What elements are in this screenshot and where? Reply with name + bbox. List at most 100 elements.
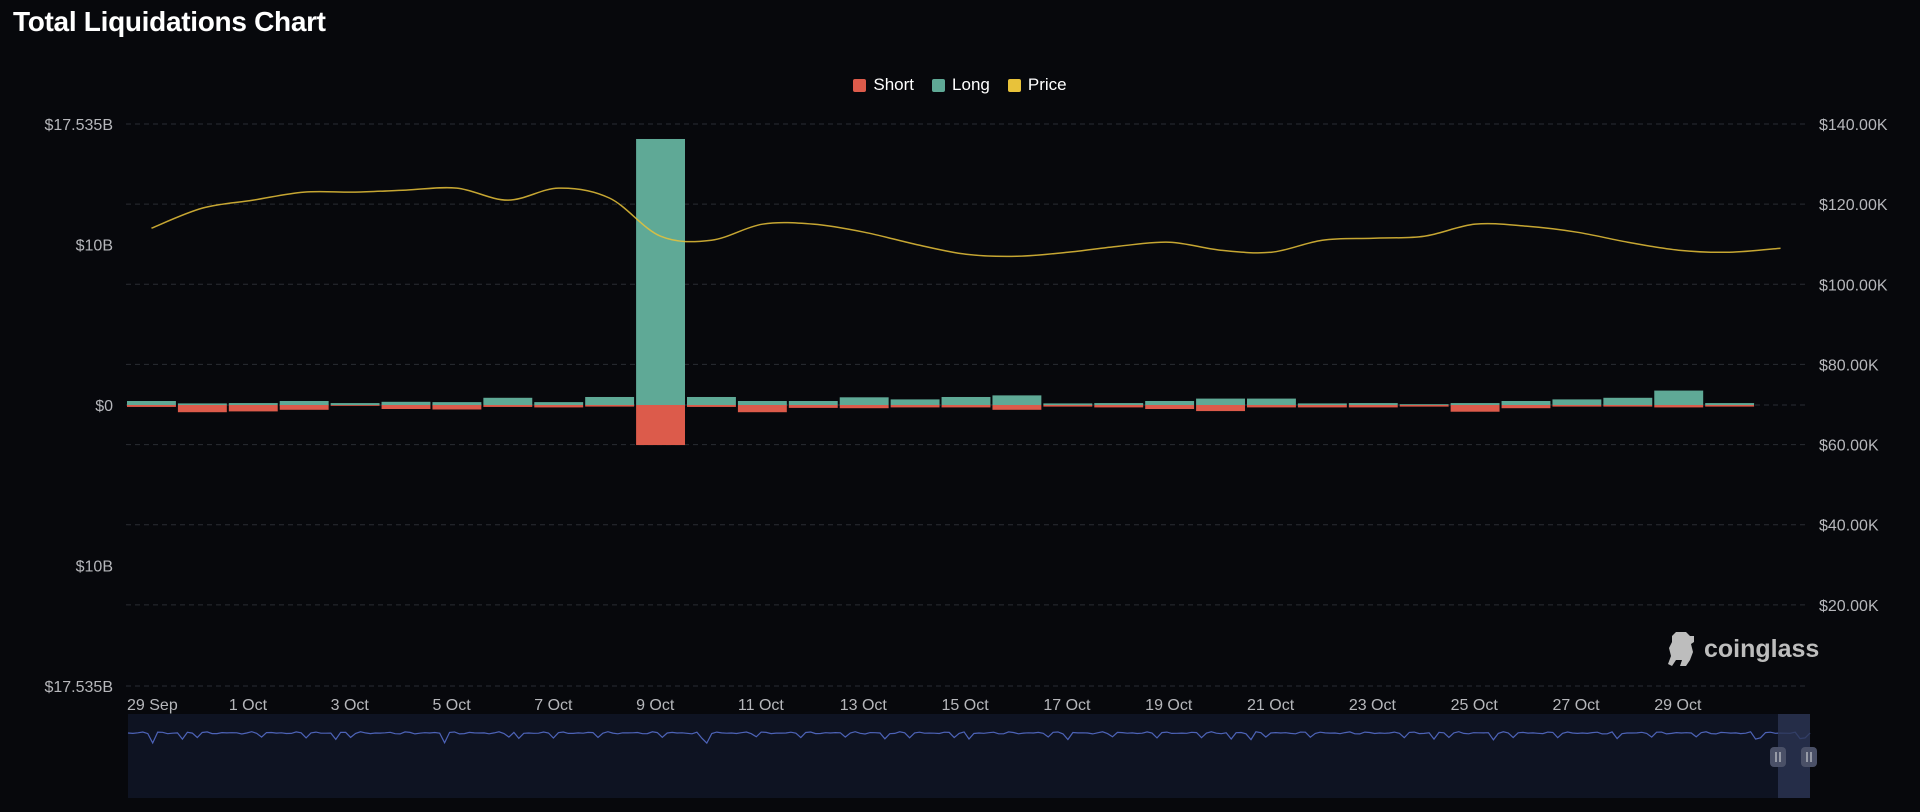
- x-tick-label: 5 Oct: [432, 697, 471, 714]
- coinglass-watermark: coinglass: [1664, 630, 1819, 668]
- x-axis: 29 Sep 1 Oct 3 Oct 5 Oct 7 Oct 9 Oct 11 Oct 13 …: [127, 697, 1702, 714]
- x-tick-label: 21 Oct: [1247, 697, 1295, 714]
- legend-label-long: Long: [952, 75, 990, 94]
- bar-short: [127, 405, 176, 407]
- bar-short: [381, 405, 431, 410]
- x-tick-label: 19 Oct: [1145, 697, 1193, 714]
- bar-long: [687, 396, 736, 405]
- right-tick-label: $40.00K: [1819, 518, 1879, 535]
- right-tick-label: $20.00K: [1819, 598, 1879, 615]
- bar-long: [1705, 403, 1755, 405]
- left-tick-label: $10B: [76, 238, 113, 255]
- x-tick-label: 27 Oct: [1552, 697, 1600, 714]
- bar-short: [330, 405, 380, 406]
- bar-long: [992, 395, 1042, 405]
- chart-legend: Short Long Price: [0, 75, 1920, 95]
- right-tick-label: $60.00K: [1819, 438, 1879, 455]
- bar-short: [585, 405, 635, 407]
- x-tick-label: 13 Oct: [840, 697, 888, 714]
- left-tick-label: $0: [95, 398, 113, 415]
- bar-short: [636, 405, 685, 446]
- navigator-series: [127, 731, 1811, 745]
- left-tick-label: $17.535B: [44, 679, 113, 696]
- bar-long: [1450, 403, 1500, 405]
- page-title: Total Liquidations Chart: [13, 6, 326, 37]
- bar-short: [839, 405, 889, 409]
- legend-label-price: Price: [1027, 75, 1067, 94]
- bar-long: [941, 396, 991, 405]
- legend-item-price[interactable]: Price: [1007, 75, 1067, 95]
- bar-short: [483, 405, 533, 407]
- x-tick-label: 11 Oct: [738, 697, 785, 714]
- right-tick-label: $100.00K: [1819, 277, 1888, 294]
- x-tick-label: 15 Oct: [942, 697, 990, 714]
- left-tick-label: $10B: [76, 558, 113, 575]
- bar-long: [432, 402, 482, 405]
- bar-short: [1348, 405, 1398, 408]
- bar-long: [737, 400, 787, 405]
- bar-long: [1552, 399, 1602, 405]
- bar-short: [1603, 405, 1653, 407]
- bar-short: [279, 405, 329, 410]
- bar-long: [839, 397, 889, 405]
- legend-swatch-short: [853, 78, 867, 92]
- bar-short: [687, 405, 736, 407]
- right-axis: $140.00K $120.00K $100.00K $80.00K $60.00K $4…: [1819, 117, 1888, 615]
- range-navigator[interactable]: [127, 714, 1817, 798]
- bar-long: [890, 399, 940, 405]
- bar-series: [127, 138, 1755, 446]
- bar-long: [330, 403, 380, 405]
- bar-long: [483, 397, 533, 405]
- bar-long: [534, 402, 584, 405]
- x-tick-label: 29 Oct: [1654, 697, 1702, 714]
- bar-long: [1247, 398, 1296, 405]
- bar-long: [1145, 400, 1195, 405]
- bar-long: [279, 400, 329, 405]
- bar-short: [737, 405, 787, 413]
- bar-long: [1348, 403, 1398, 405]
- bar-short: [1705, 405, 1755, 407]
- bar-short: [1196, 405, 1245, 412]
- legend-item-short[interactable]: Short: [853, 75, 914, 95]
- bar-long: [1399, 404, 1449, 405]
- bar-long: [127, 400, 176, 405]
- right-tick-label: $140.00K: [1819, 117, 1888, 134]
- brand-name: coinglass: [1704, 634, 1820, 663]
- legend-swatch-price: [1007, 78, 1021, 92]
- bar-short: [1654, 405, 1704, 408]
- navigator-handle-right[interactable]: [1801, 747, 1817, 767]
- bar-short: [941, 405, 991, 408]
- left-axis: $17.535B $10B $0 $10B $17.535B: [44, 117, 113, 696]
- bar-short: [1450, 405, 1500, 412]
- bar-long: [585, 396, 635, 405]
- bar-short: [1552, 405, 1602, 407]
- bar-long: [1297, 403, 1347, 405]
- bar-short: [788, 405, 838, 408]
- x-tick-label: 29 Sep: [127, 697, 178, 714]
- bar-long: [1603, 397, 1653, 405]
- legend-item-long[interactable]: Long: [932, 75, 990, 95]
- x-tick-label: 7 Oct: [534, 697, 573, 714]
- bar-long: [177, 403, 227, 405]
- navigator-handle-left[interactable]: [1770, 747, 1786, 767]
- x-tick-label: 17 Oct: [1043, 697, 1091, 714]
- bar-long: [1094, 403, 1144, 405]
- bar-short: [1145, 405, 1195, 410]
- bar-short: [1399, 405, 1449, 407]
- bar-long: [1043, 403, 1093, 405]
- bar-short: [534, 405, 584, 408]
- navigator-track[interactable]: [128, 714, 1810, 798]
- left-tick-label: $17.535B: [44, 117, 113, 134]
- bar-short: [1043, 405, 1093, 407]
- bar-short: [432, 405, 482, 410]
- bar-short: [992, 405, 1042, 410]
- x-tick-label: 3 Oct: [331, 697, 370, 714]
- bar-short: [1297, 405, 1347, 408]
- bar-long: [228, 403, 278, 405]
- legend-label-short: Short: [873, 75, 915, 94]
- bar-long: [381, 401, 431, 405]
- bar-long: [1501, 400, 1551, 405]
- bar-short: [890, 405, 940, 408]
- bar-short: [228, 405, 278, 412]
